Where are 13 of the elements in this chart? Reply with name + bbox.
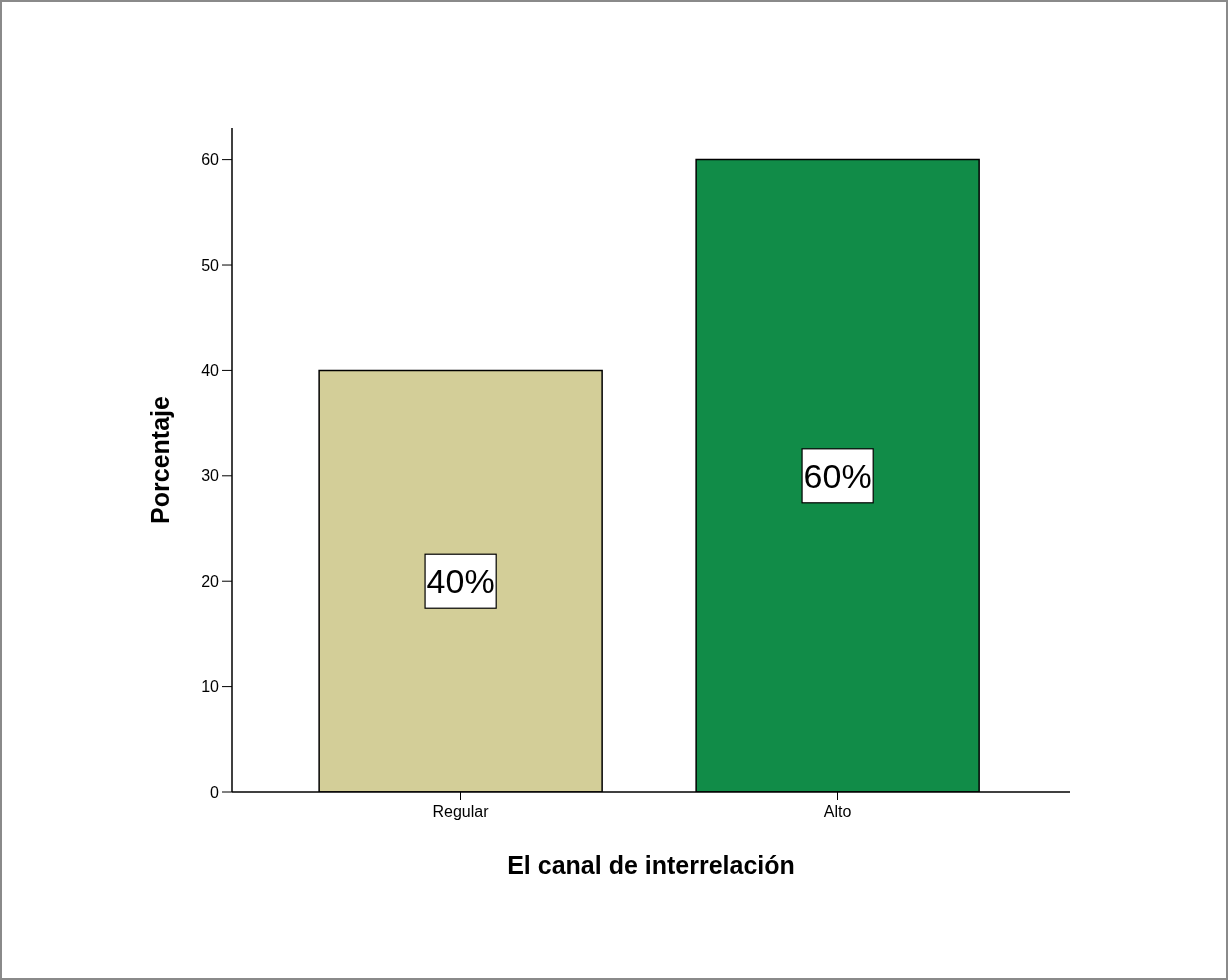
y-tick-label: 0 <box>210 783 220 801</box>
y-tick-label: 30 <box>201 467 220 485</box>
y-axis-title: Porcentaje <box>146 395 174 524</box>
data-label: 40% <box>426 562 495 601</box>
y-tick-label: 10 <box>201 678 220 696</box>
y-tick-label: 50 <box>201 256 220 274</box>
y-tick-label: 60 <box>201 151 220 169</box>
y-tick-label: 20 <box>201 572 220 590</box>
y-tick-label: 40 <box>201 362 220 380</box>
data-label: 60% <box>803 456 872 495</box>
x-tick-label: Alto <box>823 803 852 821</box>
x-axis-title: El canal de interrelación <box>507 851 795 879</box>
x-tick-label: Regular <box>432 803 490 821</box>
